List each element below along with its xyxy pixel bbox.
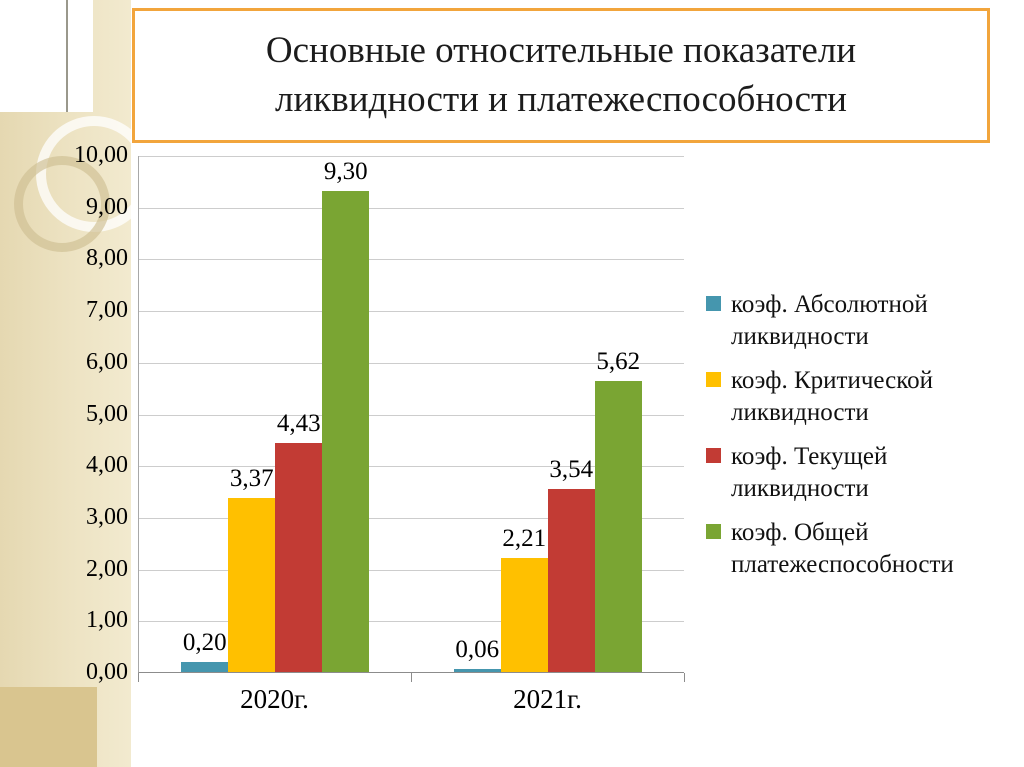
corner-tan-block bbox=[0, 687, 97, 767]
y-tick-label: 4,00 bbox=[86, 452, 128, 479]
y-tick-label: 3,00 bbox=[86, 503, 128, 530]
plot-area: 0,20 3,37 4,43 9,30 0,06 2,21 3,54 5,62 bbox=[138, 156, 684, 673]
y-tick-label: 0,00 bbox=[86, 659, 128, 685]
bar-value-label: 4,43 bbox=[276, 410, 321, 437]
legend-item: коэф. Критической ликвидности bbox=[706, 365, 1020, 428]
legend-item: коэф. Абсолютной ликвидности bbox=[706, 289, 1020, 352]
bar-value-label: 0,20 bbox=[182, 629, 227, 656]
y-axis: 0,00 1,00 2,00 3,00 4,00 5,00 6,00 7,00 8,00 9,00… bbox=[74, 142, 136, 685]
decorative-side-strip bbox=[0, 0, 152, 767]
legend-label: коэф. Абсолютной ликвидности bbox=[731, 291, 928, 350]
bar-value-label: 3,54 bbox=[549, 456, 594, 483]
x-axis-tick bbox=[411, 673, 412, 682]
x-axis-label: 2020г. bbox=[240, 684, 309, 714]
y-tick-label: 7,00 bbox=[86, 297, 128, 324]
gridline bbox=[139, 517, 684, 519]
gridline bbox=[139, 207, 684, 209]
bar-group: 0,20 3,37 4,43 9,30 bbox=[139, 156, 412, 672]
bar: 3,37 bbox=[228, 465, 276, 672]
legend-swatch bbox=[706, 372, 721, 387]
legend-swatch bbox=[706, 524, 721, 539]
legend-label: коэф. Критической ликвидности bbox=[731, 367, 933, 426]
y-tick-label: 1,00 bbox=[86, 607, 128, 634]
bar-chart: 0,00 1,00 2,00 3,00 4,00 5,00 6,00 7,00 8,00 9,00… bbox=[74, 142, 710, 731]
bar: 9,30 bbox=[322, 158, 370, 672]
gridline bbox=[139, 621, 684, 623]
slide-title: Основные относительные показатели ликвид… bbox=[265, 30, 857, 120]
bar-value-label: 0,06 bbox=[455, 636, 500, 663]
y-tick-label: 5,00 bbox=[86, 400, 128, 427]
bar: 3,54 bbox=[547, 456, 595, 672]
x-axis-tick bbox=[684, 673, 685, 682]
chart-legend: коэф. Абсолютной ликвидности коэф. Критич… bbox=[706, 289, 1020, 580]
gridline bbox=[139, 362, 684, 364]
legend-label: коэф. Общей платежеспособности bbox=[731, 519, 954, 578]
bar-group: 0,06 2,21 3,54 5,62 bbox=[412, 156, 685, 672]
gridlines bbox=[139, 156, 684, 672]
gridline bbox=[139, 156, 684, 157]
gridline bbox=[139, 311, 684, 313]
bar-value-label: 3,37 bbox=[229, 465, 274, 492]
bar: 0,20 bbox=[181, 629, 229, 672]
x-axis-label: 2021г. bbox=[513, 684, 582, 714]
gridline bbox=[139, 259, 684, 261]
bar: 4,43 bbox=[275, 410, 323, 672]
bar-rect bbox=[594, 381, 642, 672]
x-axis-labels: 2020г. 2021г. bbox=[138, 674, 684, 715]
legend-item: коэф. Текущей ликвидности bbox=[706, 441, 1020, 504]
corner-white-block bbox=[0, 0, 93, 112]
bar-rect bbox=[181, 662, 229, 672]
bar-groups: 0,20 3,37 4,43 9,30 0,06 2,21 3,54 5,62 bbox=[139, 156, 684, 672]
y-tick-label: 9,00 bbox=[86, 193, 128, 220]
legend-label: коэф. Текущей ликвидности bbox=[731, 443, 888, 502]
legend-swatch bbox=[706, 296, 721, 311]
corner-divider-line bbox=[66, 0, 68, 112]
gridline bbox=[139, 466, 684, 468]
bar-rect bbox=[500, 558, 548, 672]
bar-rect bbox=[453, 669, 501, 672]
bar-rect bbox=[322, 191, 370, 672]
bar-value-label: 9,30 bbox=[323, 158, 368, 185]
legend-item: коэф. Общей платежеспособности bbox=[706, 517, 1020, 580]
slide-title-box: Основные относительные показатели ликвид… bbox=[132, 8, 990, 143]
bar-rect bbox=[228, 498, 276, 672]
y-tick-label: 2,00 bbox=[86, 555, 128, 582]
y-tick-label: 8,00 bbox=[86, 245, 128, 272]
y-tick-label: 10,00 bbox=[74, 142, 128, 168]
gridline bbox=[139, 414, 684, 416]
bar: 5,62 bbox=[594, 348, 642, 672]
decorative-ring-inner bbox=[14, 156, 110, 252]
legend-swatch bbox=[706, 448, 721, 463]
bar-value-label: 2,21 bbox=[502, 525, 547, 552]
bar-rect bbox=[547, 489, 595, 672]
bar-rect bbox=[275, 443, 323, 672]
bar: 0,06 bbox=[453, 636, 501, 672]
bar: 2,21 bbox=[500, 525, 548, 672]
y-tick-label: 6,00 bbox=[86, 348, 128, 375]
bar-value-label: 5,62 bbox=[596, 348, 641, 375]
gridline bbox=[139, 569, 684, 571]
x-axis-tick bbox=[138, 673, 139, 682]
